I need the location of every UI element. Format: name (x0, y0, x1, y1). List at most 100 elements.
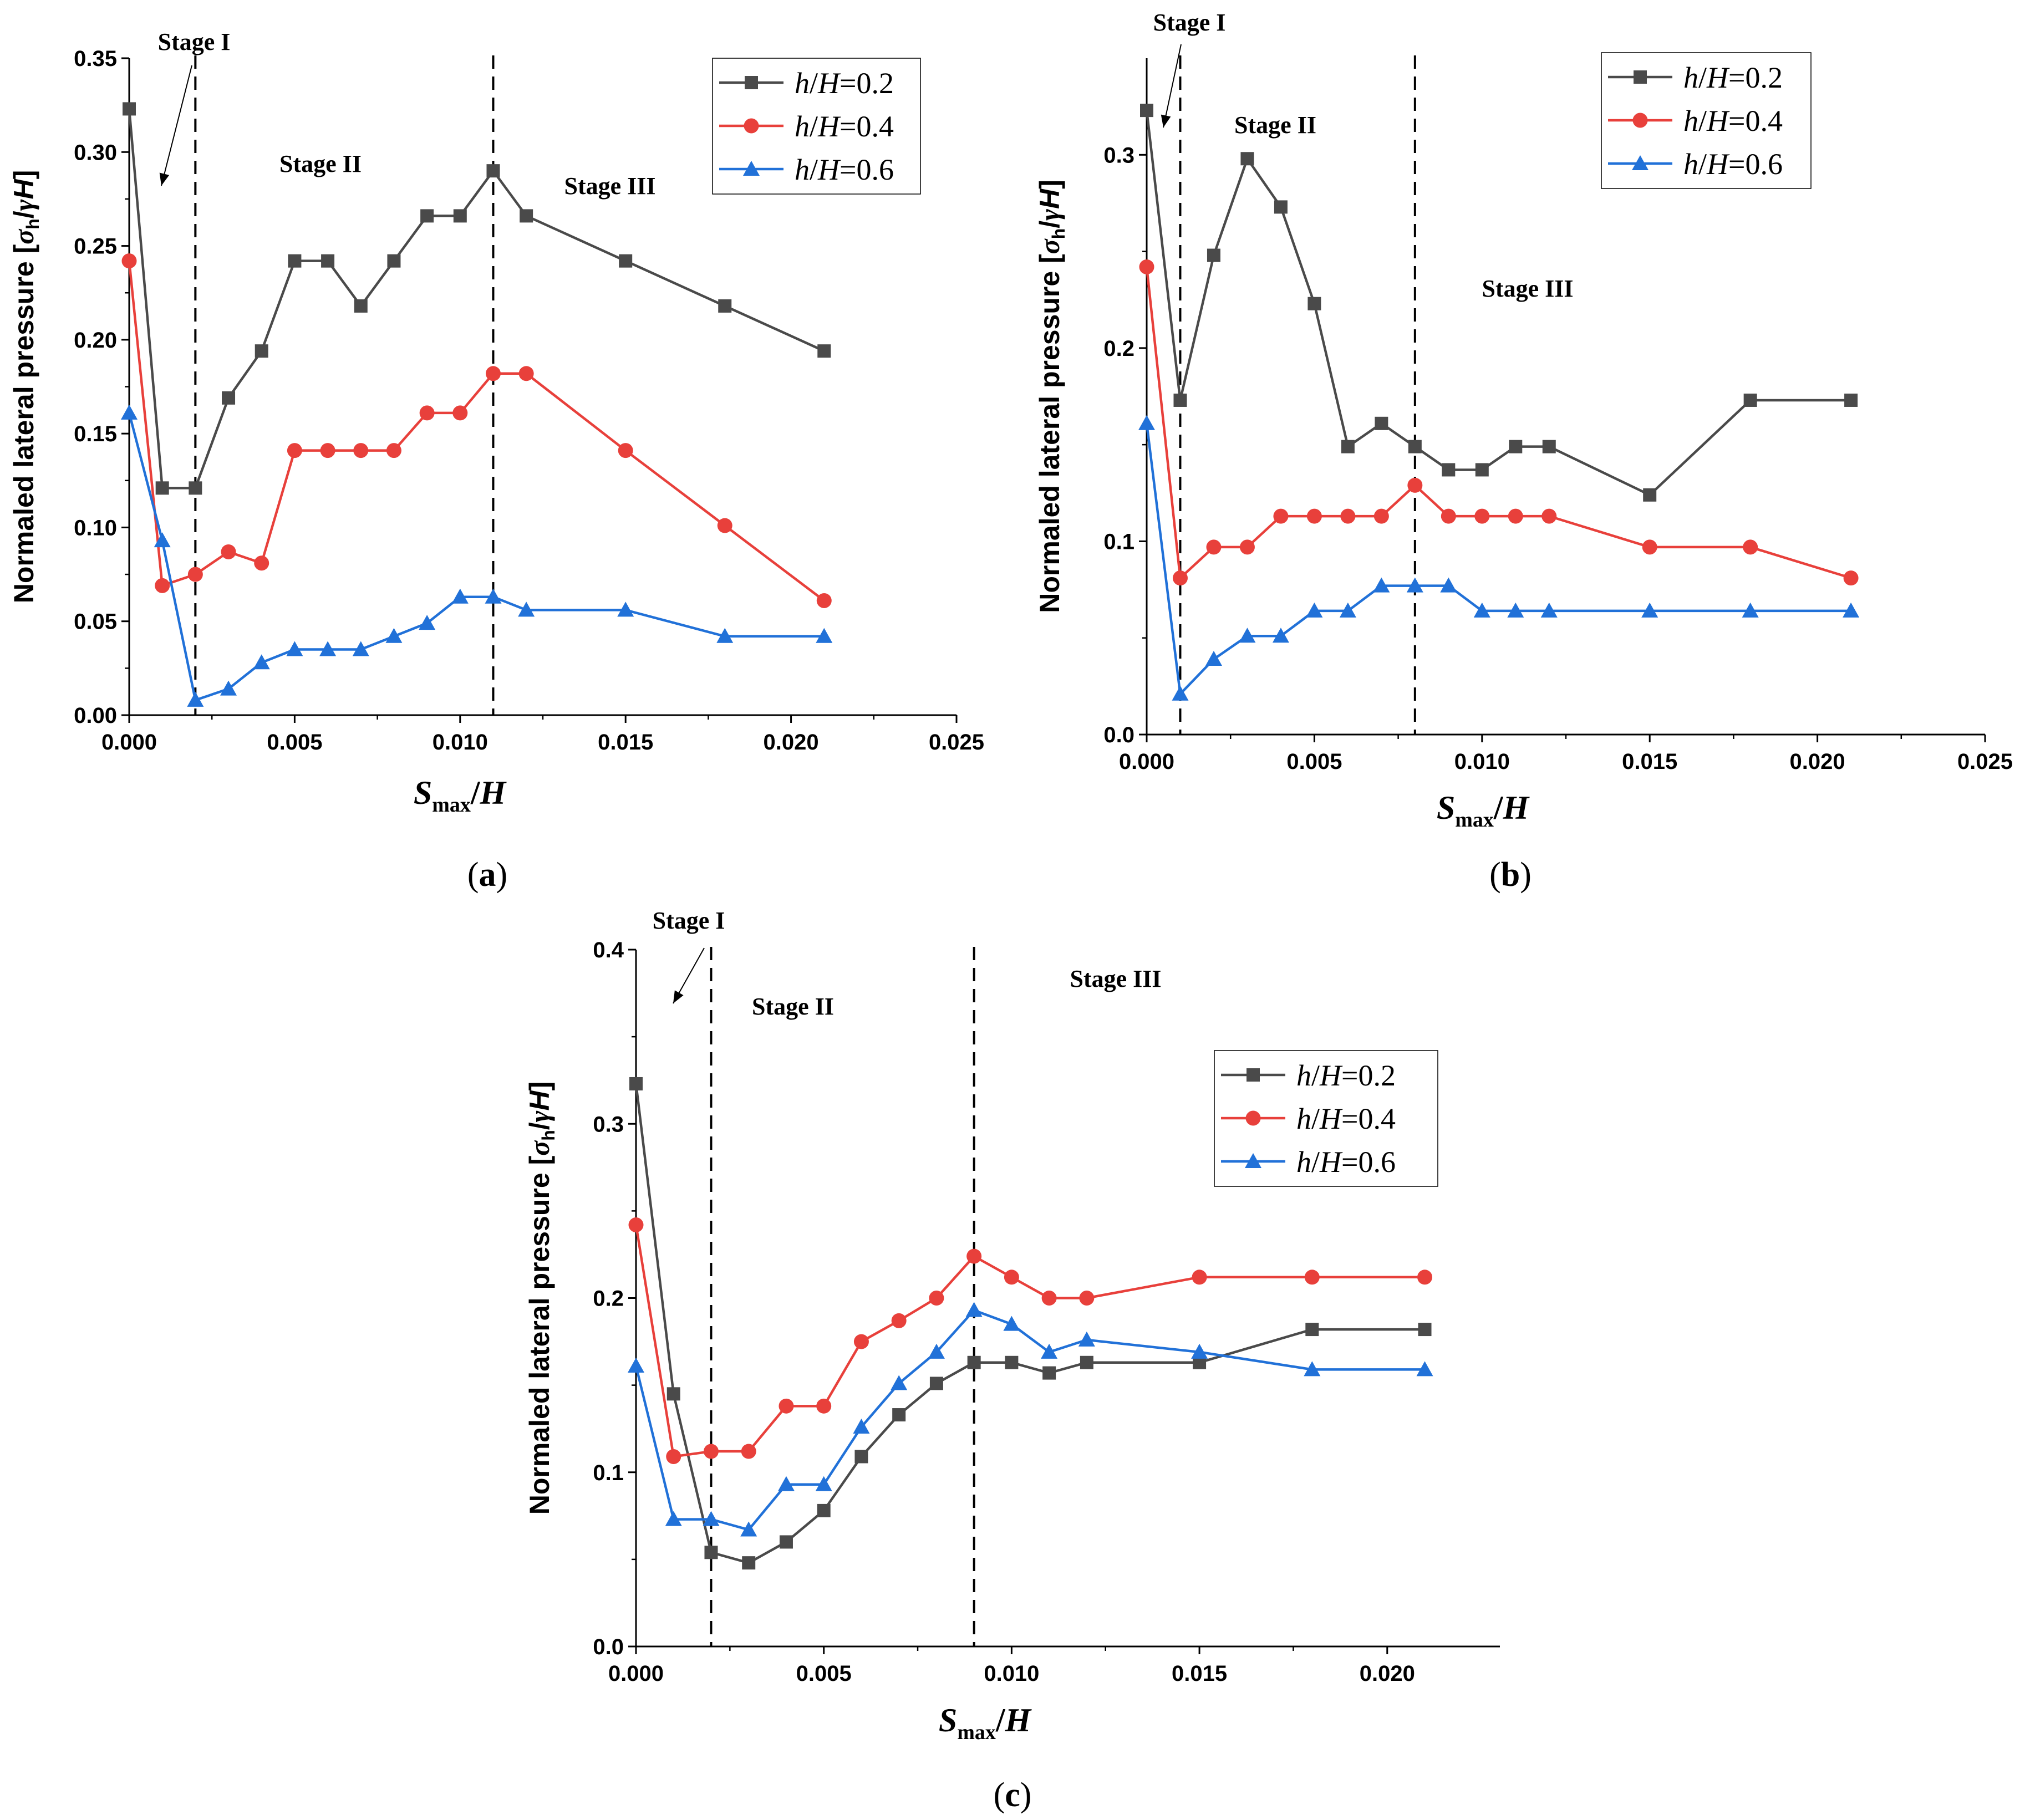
data-point (1172, 685, 1189, 701)
data-point (1191, 1343, 1208, 1359)
data-point (485, 366, 501, 381)
data-point (1441, 508, 1456, 524)
panel-label: (a) (467, 856, 507, 894)
stage-label: Stage II (752, 993, 834, 1020)
data-point (629, 1077, 643, 1090)
legend: h/H=0.2 h/H=0.4 h/H=0.6 (712, 58, 921, 195)
data-point (1643, 488, 1657, 502)
data-point (853, 1334, 869, 1349)
data-point (742, 1556, 756, 1570)
chart-panel-b: 0.0 0.1 0.2 0.3 0.000 0.005 0.010 0.015 0.020 0.0… (1034, 9, 2013, 894)
data-point (628, 1217, 644, 1233)
series-circle (121, 253, 832, 608)
data-point (451, 588, 469, 604)
panel-label: (c) (994, 1776, 1032, 1814)
data-point (486, 164, 500, 178)
legend-label: h/H=0.4 (1296, 1102, 1396, 1135)
stage-label: Stage I (158, 28, 231, 55)
data-point (1139, 259, 1154, 274)
y-tick-label: 0.2 (1103, 337, 1134, 361)
x-tick-label: 0.000 (101, 730, 157, 754)
data-point (816, 1398, 832, 1414)
legend-label: h/H=0.2 (795, 67, 894, 100)
data-point (1173, 393, 1187, 407)
data-point (716, 628, 734, 643)
data-point (1407, 477, 1423, 493)
data-point (220, 680, 237, 696)
series-line (1145, 267, 1851, 581)
data-point (816, 628, 833, 643)
x-tick-label: 0.010 (433, 730, 488, 754)
data-point (779, 1535, 793, 1549)
legend: h/H=0.2 h/H=0.4 h/H=0.6 (1601, 52, 1812, 189)
data-point (617, 601, 634, 617)
y-tick-label: 0.20 (74, 328, 117, 353)
data-point (704, 1546, 718, 1559)
data-point (1473, 602, 1490, 618)
data-point (966, 1248, 982, 1264)
legend-label: h/H=0.6 (795, 153, 894, 186)
data-point (1406, 577, 1423, 593)
x-axis-title: Smax/H (939, 1702, 1032, 1744)
data-point (1304, 1270, 1320, 1285)
data-point (929, 1377, 943, 1390)
series-line (1145, 110, 1851, 497)
data-point (1642, 539, 1657, 555)
data-point (892, 1408, 906, 1422)
y-tick-label: 0.25 (74, 234, 117, 259)
series-triangle (1138, 415, 1860, 701)
data-point (967, 1355, 981, 1369)
legend-label: h/H=0.6 (1683, 147, 1783, 181)
data-point (1373, 577, 1390, 593)
y-tick-label: 0.10 (74, 516, 117, 540)
legend-marker (743, 161, 760, 176)
data-point (1507, 602, 1524, 618)
data-point (1205, 651, 1222, 666)
stage-arrow-head (673, 990, 684, 1003)
data-point (891, 1313, 907, 1328)
stage-label: Stage I (653, 907, 725, 934)
data-point (1843, 570, 1859, 586)
y-axis-title: Normaled lateral pressure [σh/γH] (524, 1082, 558, 1515)
data-point (1138, 415, 1155, 430)
data-point (1239, 539, 1255, 555)
data-point (286, 641, 303, 656)
data-point (419, 615, 436, 630)
y-tick-label: 0.0 (593, 1635, 624, 1659)
legend-label: h/H=0.6 (1296, 1145, 1396, 1179)
series-circle (1139, 259, 1859, 586)
data-point (255, 344, 268, 358)
data-point (854, 1450, 868, 1464)
stage-arrow-line (161, 65, 192, 186)
data-point (518, 366, 534, 381)
data-point (1743, 539, 1758, 555)
data-point (121, 404, 138, 420)
data-point (353, 443, 369, 458)
data-point (1306, 508, 1322, 524)
data-point (718, 299, 732, 313)
data-point (777, 1476, 795, 1491)
data-point (1041, 1343, 1058, 1359)
data-point (853, 1419, 870, 1434)
data-point (1274, 200, 1288, 214)
y-tick-label: 0.00 (74, 703, 117, 728)
data-point (1003, 1316, 1020, 1331)
data-point (189, 481, 202, 495)
data-point (1306, 602, 1323, 618)
stage-label: Stage II (279, 150, 362, 177)
data-point (254, 555, 269, 571)
data-point (1192, 1270, 1207, 1285)
x-tick-label: 0.015 (598, 730, 653, 754)
data-point (187, 567, 203, 582)
data-point (928, 1343, 945, 1359)
data-point (452, 405, 468, 421)
series-line (634, 1308, 1425, 1532)
x-tick-label: 0.005 (796, 1661, 852, 1686)
legend-marker (745, 76, 758, 89)
data-point (354, 299, 368, 313)
series-triangle (628, 1302, 1433, 1537)
y-tick-label: 0.0 (1103, 723, 1134, 747)
data-point (1408, 440, 1422, 453)
data-point (453, 209, 467, 223)
data-point (1272, 628, 1289, 643)
